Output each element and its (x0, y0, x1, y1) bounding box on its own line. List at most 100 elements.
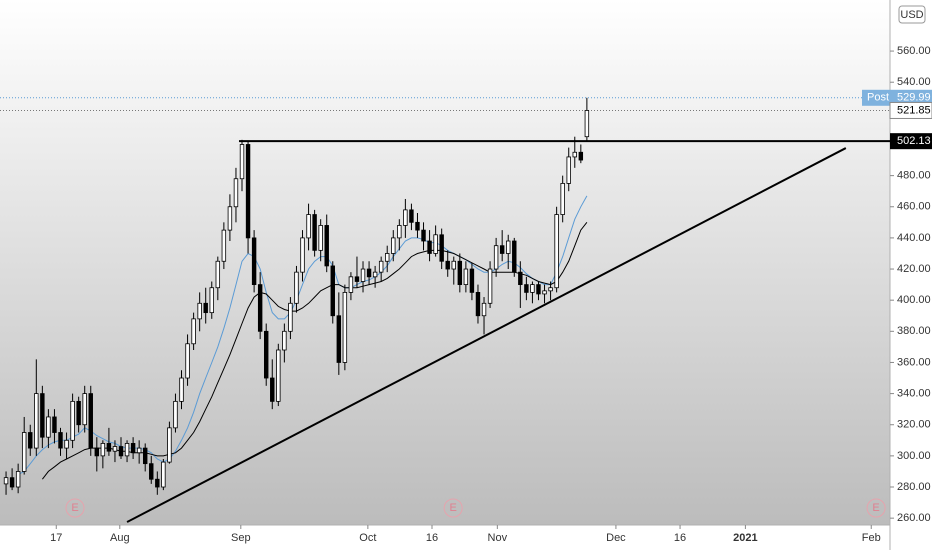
x-tick-label: Sep (231, 532, 251, 544)
candle-body (257, 284, 263, 332)
candle-body (312, 214, 317, 251)
candle-body (366, 268, 372, 278)
y-tick-label: 300.00 (897, 450, 931, 462)
candle-body (179, 377, 184, 402)
y-tick-label: 380.00 (897, 325, 931, 337)
candle-body (512, 240, 517, 273)
candle-body (161, 461, 166, 488)
earnings-label: E (71, 502, 78, 514)
candle-body (239, 144, 245, 180)
currency-label[interactable]: USD (900, 9, 923, 21)
candle-body (566, 156, 571, 184)
x-tick-label: Dec (606, 532, 626, 544)
candle-body (354, 276, 360, 282)
candle-body (233, 178, 239, 208)
candle-body (451, 260, 456, 270)
candle-body (9, 477, 15, 488)
candle-body (536, 284, 541, 295)
y-tick-label: 360.00 (897, 356, 931, 368)
y-tick-label: 540.00 (897, 76, 931, 88)
x-tick-label: 16 (674, 532, 686, 544)
earnings-marker (65, 498, 85, 518)
x-tick-label: 17 (50, 532, 62, 544)
x-tick-label: 2021 (733, 532, 757, 544)
candle-body (155, 478, 160, 488)
plot-background (0, 0, 890, 525)
y-tick-label: 340.00 (897, 388, 931, 400)
x-tick-label: Nov (488, 532, 508, 544)
candle-body (130, 443, 136, 454)
y-tick-label: 420.00 (897, 263, 931, 275)
trend-line (126, 147, 847, 523)
candle-body (560, 183, 565, 215)
candle-body (542, 290, 547, 295)
candle-body (142, 447, 148, 465)
post-tag (862, 89, 932, 106)
last-price-tag (889, 101, 932, 119)
candle-body (294, 271, 299, 304)
earnings-marker (443, 498, 463, 518)
candle-body (149, 463, 154, 480)
candle-body (118, 446, 124, 457)
candle-body (245, 144, 251, 239)
level-tag (890, 133, 932, 150)
candle-body (52, 416, 57, 433)
candle-body (173, 400, 178, 429)
candle-body (554, 214, 559, 289)
candle-body (584, 110, 590, 138)
y-tick-label: 400.00 (897, 294, 931, 306)
candle-body (578, 151, 584, 161)
candle-body (106, 443, 112, 452)
candle-body (445, 260, 450, 270)
candle-body (385, 253, 390, 262)
candle-body (28, 432, 33, 449)
candle-body (433, 234, 438, 254)
earnings-label: E (449, 502, 456, 514)
currency-button[interactable] (898, 5, 926, 24)
candle-body (463, 268, 469, 286)
candle-body (318, 225, 323, 251)
candle-body (372, 271, 378, 278)
candle-body (282, 330, 287, 351)
candle-body (88, 393, 93, 449)
x-tick-label: Oct (359, 532, 376, 544)
candle-body (276, 349, 281, 402)
candle-body (427, 240, 432, 254)
candle-body (136, 447, 142, 454)
candle-body (518, 271, 523, 286)
y-tick-label: 440.00 (897, 232, 931, 244)
candle-body (76, 400, 81, 426)
y-tick-label: 260.00 (897, 512, 931, 524)
candle-body (46, 416, 51, 438)
candle-body (124, 443, 130, 457)
candle-body (403, 209, 408, 226)
candle-body (3, 477, 9, 485)
candle-body (306, 214, 311, 239)
candle-body (251, 237, 257, 286)
candle-body (475, 291, 481, 317)
candle-body (457, 260, 463, 286)
candle-body (70, 400, 75, 441)
candle-body (439, 234, 444, 262)
x-tick-label: Feb (862, 532, 881, 544)
candle-body (348, 276, 354, 293)
candle-body (40, 393, 45, 438)
candle-body (524, 284, 529, 293)
post-tag-label: Post (867, 92, 889, 104)
candle-body (415, 221, 420, 231)
candle-body (15, 471, 21, 488)
candle-body (324, 225, 329, 267)
candle-body (391, 237, 396, 254)
candle-body (572, 151, 577, 158)
last-price-label: 521.85 (897, 104, 931, 116)
candle-body (330, 265, 335, 317)
candle-body (506, 240, 511, 254)
candle-body (100, 443, 106, 457)
candle-body (342, 291, 348, 363)
candle-body (82, 393, 87, 426)
candle-body (487, 268, 493, 304)
candle-body (263, 330, 269, 379)
x-tick-label: Aug (110, 532, 130, 544)
candle-body (378, 260, 384, 273)
